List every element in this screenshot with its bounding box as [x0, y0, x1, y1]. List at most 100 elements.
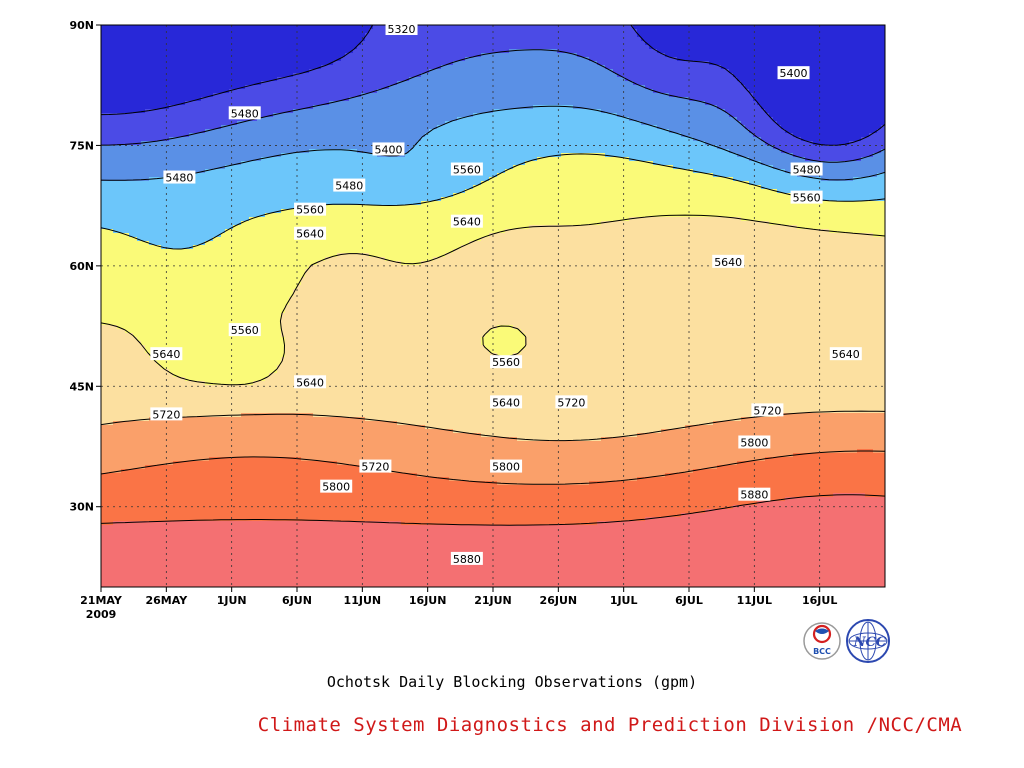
contour-band	[629, 117, 738, 122]
contour-band	[281, 329, 490, 334]
contour-band	[293, 293, 885, 298]
contour-band	[125, 329, 282, 334]
contour-band	[753, 93, 885, 98]
contour-label: 5480	[793, 164, 821, 177]
contour-band	[325, 257, 386, 262]
contour-band	[101, 465, 146, 470]
contour-band	[505, 229, 830, 234]
contour-band	[101, 173, 186, 178]
contour-band	[101, 253, 338, 258]
contour-band	[101, 205, 306, 210]
contour-band	[385, 257, 434, 262]
contour-band	[677, 57, 885, 62]
contour-band	[149, 177, 490, 182]
contour-band	[101, 453, 794, 458]
contour-band	[309, 265, 885, 270]
contour-band	[441, 65, 606, 70]
contour-band	[101, 97, 202, 102]
contour-label: 5640	[296, 228, 324, 241]
contour-label-bg	[359, 459, 392, 473]
contour-label-bg	[555, 395, 588, 409]
contour-band	[481, 181, 750, 186]
x-tick-label: 16JUL	[802, 594, 837, 607]
svg-text:BCC: BCC	[813, 647, 831, 656]
contour-band	[101, 185, 474, 190]
contour-band	[101, 129, 206, 134]
contour-band	[101, 49, 354, 54]
contour-band	[117, 325, 282, 330]
contour-band	[101, 337, 138, 342]
contour-band	[377, 89, 654, 94]
contour-band	[285, 309, 885, 314]
contour-band	[293, 73, 422, 78]
contour-band	[749, 157, 806, 162]
contour-label: 5880	[453, 553, 481, 566]
contour-label-bg	[294, 226, 327, 240]
contour-band	[101, 501, 758, 506]
contour-band	[277, 369, 885, 374]
contour-band	[665, 53, 885, 58]
x-axis: 21MAY 26MAY 1JUN 6JUN 11JUN 16JUN 21JUN 26JUN 1J…	[80, 587, 837, 621]
contour-band	[521, 349, 885, 354]
contour-band	[101, 381, 206, 386]
contour-band	[101, 437, 518, 442]
contour-band	[513, 353, 885, 358]
credit-line: Climate System Diagnostics and Predictio…	[257, 714, 963, 736]
contour-label: 5720	[152, 408, 180, 421]
contour-band	[689, 97, 754, 102]
contour-band	[437, 125, 658, 130]
contour-band	[525, 341, 885, 346]
contour-band	[113, 421, 398, 426]
contour-label: 5640	[492, 396, 520, 409]
contour-band	[737, 117, 774, 122]
contour-band	[693, 137, 762, 142]
contour-band	[805, 157, 862, 162]
contour-band	[101, 297, 290, 302]
contour-band	[101, 265, 310, 270]
contour-band	[249, 217, 630, 222]
contour-band	[769, 221, 885, 226]
contour-band	[101, 369, 170, 374]
contour-band	[773, 165, 885, 170]
contour-band	[409, 149, 730, 154]
contour-lines	[101, 25, 885, 526]
contour-band	[785, 129, 878, 134]
contour-label: 5480	[335, 180, 363, 193]
contour-band	[101, 385, 885, 390]
contour-band	[101, 329, 126, 334]
contour-band	[101, 213, 266, 218]
contour-label-bg	[163, 170, 196, 184]
contour-band	[101, 573, 885, 578]
contour-band	[317, 261, 402, 266]
contour-band	[281, 153, 378, 158]
contour-band	[213, 237, 482, 242]
contour-band	[413, 145, 718, 150]
contour-band	[733, 505, 885, 510]
contour-label-bg	[490, 459, 523, 473]
contour-band	[293, 109, 494, 114]
contour-band	[101, 393, 885, 398]
contour-band	[793, 453, 885, 458]
contour-band	[481, 433, 638, 438]
contour-band	[101, 285, 298, 290]
contour-label-bg	[450, 551, 483, 565]
contour-band	[801, 137, 862, 142]
contour-band	[737, 153, 794, 158]
contour-label: 5800	[492, 461, 520, 474]
contour-band	[101, 301, 290, 306]
contour-band	[101, 113, 274, 118]
contour-band	[877, 173, 885, 178]
contour-band	[169, 369, 278, 374]
y-tick-label: 30N	[69, 501, 94, 514]
contour-band	[757, 101, 885, 106]
contour-band	[849, 141, 885, 146]
contour-label-bg	[294, 375, 327, 389]
contour-band	[617, 113, 730, 118]
contour-band	[101, 237, 138, 242]
contour-band	[637, 477, 885, 482]
x-tick-label: 1JUN	[217, 594, 247, 607]
contour-band	[289, 301, 885, 306]
contour-band	[237, 121, 446, 126]
contour-band	[461, 245, 885, 250]
contour-band	[421, 137, 694, 142]
